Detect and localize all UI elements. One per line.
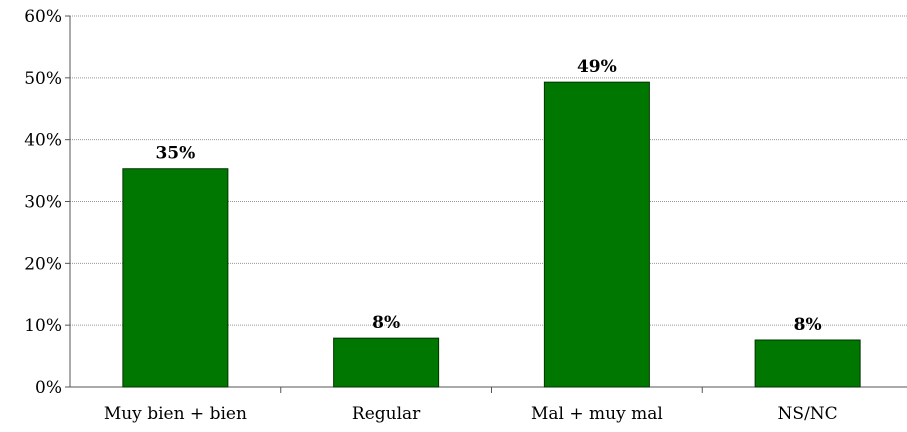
- data-label: 35%: [155, 144, 195, 164]
- x-category-label: Mal + muy mal: [531, 404, 663, 424]
- y-tick-label: 30%: [24, 193, 62, 213]
- x-category-label: Muy bien + bien: [104, 404, 247, 424]
- bar: [543, 81, 650, 388]
- bars: [122, 81, 861, 388]
- bar: [333, 337, 440, 388]
- y-tick-label: 60%: [24, 7, 62, 27]
- x-category-label: Regular: [352, 404, 421, 424]
- data-label: 8%: [372, 313, 400, 333]
- labels: 0% 10% 20% 30% 40% 50% 60% 35% Muy bien + bien 8%…: [24, 7, 837, 424]
- bar: [122, 168, 229, 388]
- y-tick-label: 40%: [24, 131, 62, 151]
- y-tick-label: 0%: [35, 378, 62, 398]
- y-tick-label: 50%: [24, 69, 62, 89]
- data-label: 8%: [794, 315, 822, 335]
- y-tick-label: 10%: [24, 316, 62, 336]
- data-label: 49%: [577, 57, 617, 77]
- y-tick-label: 20%: [24, 254, 62, 274]
- bar: [754, 339, 861, 388]
- x-category-label: NS/NC: [778, 404, 838, 424]
